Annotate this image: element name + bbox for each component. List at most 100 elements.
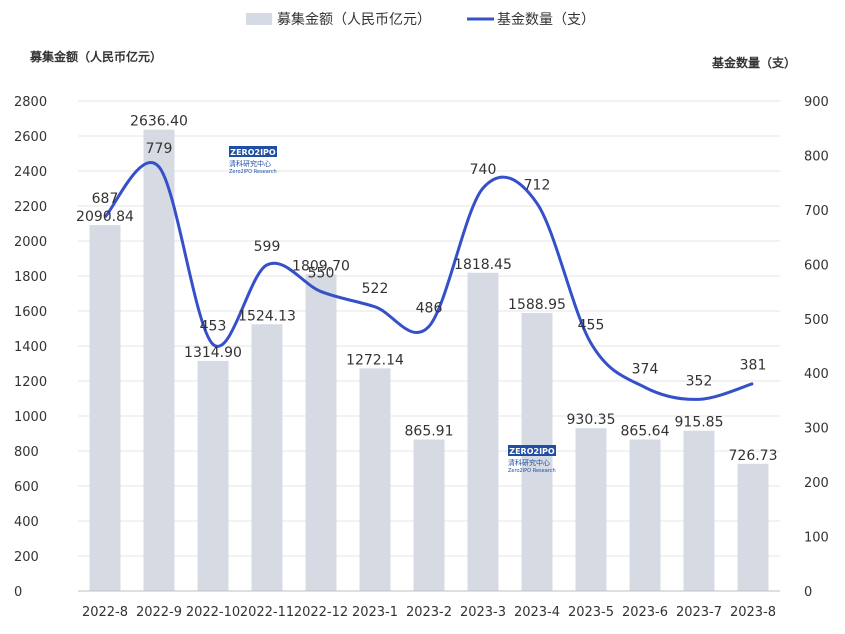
- x-tick-label: 2022-12: [294, 605, 348, 620]
- line-series: [103, 161, 754, 401]
- line-point: [644, 386, 646, 388]
- watermark-en-text: Zero2IPO Research: [508, 468, 556, 474]
- bar-value-label: 865.91: [405, 423, 454, 439]
- bar: [89, 225, 121, 591]
- watermark-logo-1: ZERO2IPO 清科研究中心 Zero2IPO Research: [229, 146, 277, 175]
- y-left-tick-label: 1000: [14, 410, 47, 425]
- watermark-cn-text: 清科研究中心: [508, 458, 550, 467]
- bar-value-label: 2636.40: [130, 114, 188, 130]
- y-right-tick-label: 600: [804, 258, 829, 273]
- y-left-tick-label: 2800: [14, 95, 47, 110]
- line-point: [482, 187, 484, 189]
- bar-value-label: 1809.70: [292, 258, 350, 274]
- watermark-logo-text: ZERO2IPO: [509, 447, 555, 456]
- x-tick-label: 2023-2: [406, 605, 452, 620]
- bar: [359, 368, 391, 591]
- y-left-tick-label: 400: [14, 515, 39, 530]
- bar-value-label: 1272.14: [346, 352, 404, 368]
- bar: [413, 439, 445, 591]
- x-tick-label: 2022-10: [186, 605, 240, 620]
- line-point: [590, 342, 592, 344]
- y-left-tick-label: 2400: [14, 165, 47, 180]
- gridlines: [78, 100, 780, 557]
- line-point: [212, 343, 214, 345]
- bar-value-label: 726.73: [729, 448, 778, 464]
- line-value-label: 455: [578, 317, 605, 333]
- bar-value-label: 1524.13: [238, 308, 296, 324]
- y-right-tick-label: 700: [804, 204, 829, 219]
- x-tick-label: 2022-11: [240, 605, 294, 620]
- bar-value-label: 2090.84: [76, 209, 134, 225]
- y-left-tick-label: 1600: [14, 305, 47, 320]
- bar: [251, 324, 283, 591]
- bar-series: [89, 129, 769, 591]
- bar: [467, 272, 499, 591]
- x-tick-label: 2022-8: [82, 605, 128, 620]
- bar-value-label: 865.64: [621, 424, 670, 440]
- bar: [737, 463, 769, 591]
- bar: [629, 439, 661, 591]
- y-right-tick-label: 500: [804, 313, 829, 328]
- line-point: [320, 291, 322, 293]
- y-right-tick-label: 900: [804, 95, 829, 110]
- line-point: [428, 325, 430, 327]
- line-point: [374, 306, 376, 308]
- y-left-tick-label: 1400: [14, 340, 47, 355]
- bar-value-label: 1314.90: [184, 345, 242, 361]
- watermark-logo-box: [229, 146, 277, 157]
- line-value-label: 352: [686, 373, 713, 389]
- line-value-label: 599: [254, 239, 281, 255]
- line-value-label: 374: [632, 361, 659, 377]
- bar-value-label: 915.85: [675, 415, 724, 431]
- x-tick-label: 2023-3: [460, 605, 506, 620]
- watermark-cn-text: 清科研究中心: [229, 159, 271, 168]
- bar-value-label: 930.35: [567, 412, 616, 428]
- legend-bar-label: 募集金额（人民币亿元）: [277, 11, 431, 28]
- y-right-axis-title: 基金数量（支）: [711, 55, 796, 70]
- y-right-tick-label: 200: [804, 476, 829, 491]
- x-tick-label: 2023-8: [730, 605, 776, 620]
- x-tick-label: 2023-7: [676, 605, 722, 620]
- line-value-label: 550: [308, 266, 335, 282]
- y-left-tick-label: 800: [14, 445, 39, 460]
- line-value-label: 381: [740, 358, 767, 374]
- line-value-label: 522: [362, 281, 389, 297]
- y-left-tick-label: 2000: [14, 235, 47, 250]
- y-left-tick-label: 0: [14, 585, 22, 600]
- line-value-label: 779: [146, 141, 173, 157]
- legend: 募集金额（人民币亿元） 基金数量（支）: [246, 11, 595, 28]
- y-left-tick-label: 1200: [14, 375, 47, 390]
- x-tick-label: 2023-4: [514, 605, 560, 620]
- data-labels: 2090.84 2636.40 1314.90 1524.13 1809.70 1272.…: [76, 114, 777, 464]
- x-tick-label: 2023-6: [622, 605, 668, 620]
- line-point: [536, 202, 538, 204]
- watermark-logo-text: ZERO2IPO: [230, 148, 276, 157]
- line-value-label: 740: [470, 162, 497, 178]
- y-right-tick-label: 100: [804, 531, 829, 546]
- line-point: [158, 166, 160, 168]
- bar: [197, 360, 229, 591]
- x-tick-label: 2022-9: [136, 605, 182, 620]
- bar: [575, 428, 607, 591]
- y-left-tick-label: 2600: [14, 130, 47, 145]
- y-left-tick-label: 2200: [14, 200, 47, 215]
- line-point: [752, 383, 754, 385]
- y-left-tick-label: 1800: [14, 270, 47, 285]
- y-right-tick-label: 300: [804, 422, 829, 437]
- bar-value-label: 1818.45: [454, 257, 512, 273]
- y-right-tick-label: 0: [804, 585, 812, 600]
- legend-bar-swatch: [246, 13, 272, 25]
- line-value-label: 486: [416, 300, 443, 316]
- legend-line-label: 基金数量（支）: [497, 11, 595, 28]
- line-point: [698, 398, 700, 400]
- x-tick-label: 2023-1: [352, 605, 398, 620]
- line-value-label: 453: [200, 318, 227, 334]
- y-left-axis-title: 募集金额（人民币亿元）: [29, 49, 162, 64]
- watermark-logo-2: ZERO2IPO 清科研究中心 Zero2IPO Research: [508, 445, 556, 474]
- bar: [305, 274, 337, 591]
- bar: [143, 129, 175, 591]
- line-series-path: [103, 161, 754, 401]
- bar: [683, 430, 715, 591]
